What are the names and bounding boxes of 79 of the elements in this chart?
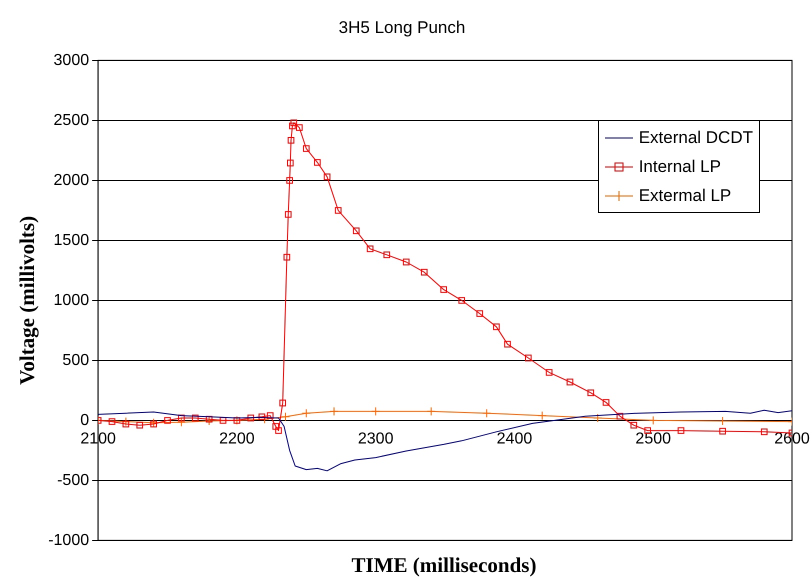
point [538, 411, 547, 420]
point [258, 413, 266, 420]
point [371, 406, 380, 416]
point [314, 159, 321, 166]
point [108, 418, 116, 425]
point [247, 414, 254, 422]
point [587, 389, 594, 396]
x-axis-title: TIME (milliseconds) [350, 553, 538, 578]
legend-label: External DCDT [638, 127, 753, 149]
y-tick-label: 0 [80, 412, 90, 429]
point [352, 227, 360, 234]
point [525, 354, 532, 362]
point [178, 414, 185, 422]
point [719, 428, 726, 435]
x-tick-label: 2300 [358, 430, 394, 448]
point [718, 416, 728, 426]
point [192, 414, 199, 422]
point [426, 406, 436, 416]
point [482, 408, 492, 418]
point [334, 207, 342, 214]
y-tick-label: 500 [62, 352, 90, 369]
point [136, 422, 144, 429]
point [420, 268, 428, 276]
point [150, 420, 157, 428]
y-tick-label: 1500 [54, 232, 90, 249]
point [678, 427, 684, 434]
point [648, 416, 658, 425]
point [286, 177, 293, 184]
point [280, 412, 290, 422]
y-tick-label: 1000 [54, 292, 90, 309]
point [149, 418, 158, 428]
point [164, 417, 171, 424]
point [566, 378, 574, 386]
chart-title: 3H5 Long Punch [338, 18, 466, 37]
point [440, 286, 447, 293]
point [204, 416, 214, 426]
point [546, 369, 552, 376]
point [279, 400, 286, 406]
point [458, 297, 466, 304]
point [284, 211, 292, 218]
point [616, 412, 624, 420]
point [275, 427, 282, 434]
point [760, 428, 768, 436]
point [383, 251, 390, 258]
y-tick-label: 2000 [54, 172, 90, 189]
y-tick-label: -1000 [48, 532, 90, 549]
point [476, 310, 484, 317]
legend-label: Internal LP [638, 156, 721, 178]
point [593, 414, 602, 422]
point [602, 399, 610, 406]
point [366, 245, 374, 252]
point [296, 124, 303, 131]
legend-label: Extermal LP [638, 185, 732, 207]
point [402, 258, 410, 266]
point [266, 412, 274, 419]
point [287, 160, 294, 166]
point [290, 119, 298, 126]
point [122, 420, 130, 428]
y-tick-label: 3000 [54, 52, 90, 69]
point [324, 173, 330, 180]
point [121, 417, 130, 426]
point [272, 423, 280, 430]
y-tick-label: -500 [57, 472, 90, 489]
point [302, 408, 311, 418]
x-tick-label: 2200 [219, 430, 255, 448]
point [289, 122, 296, 130]
point [504, 340, 511, 348]
x-tick-label: 2400 [496, 430, 532, 448]
y-tick-label: 2500 [54, 112, 90, 129]
point [302, 145, 310, 152]
point [288, 136, 294, 144]
y-axis-title: Voltage (millivolts) [15, 216, 40, 385]
point [493, 323, 500, 330]
point [630, 422, 638, 429]
point [206, 416, 212, 423]
x-tick-label: 2500 [635, 430, 672, 448]
point [330, 406, 339, 416]
point [176, 418, 186, 427]
point [284, 254, 290, 261]
